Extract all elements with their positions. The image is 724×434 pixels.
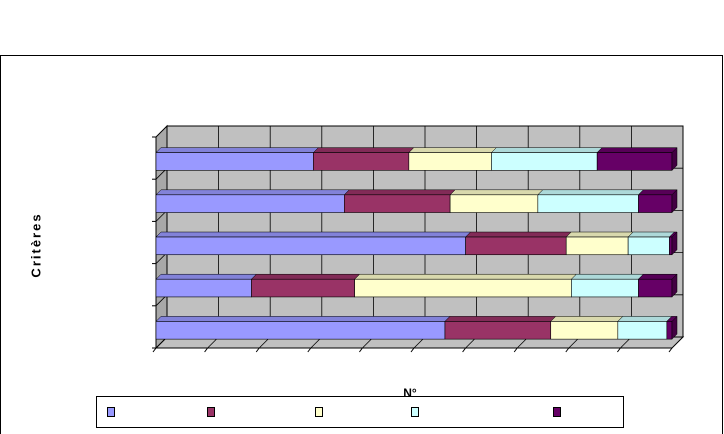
legend-item-5 (553, 407, 565, 417)
bar-segment (627, 236, 670, 256)
x-axis-tick (565, 347, 570, 353)
bar-segment-end (671, 273, 678, 298)
bar-segment (155, 236, 466, 256)
bar-segment-top (596, 147, 678, 153)
bar-segment (251, 278, 355, 298)
bar-segment-end (671, 315, 678, 340)
x-axis-tick (152, 347, 157, 353)
bar-segment (465, 236, 567, 256)
bar-segment (669, 236, 673, 256)
bar-segment-top (354, 273, 577, 280)
x-axis-tick (204, 347, 209, 353)
legend-swatch-4 (411, 407, 419, 417)
x-axis-tick (462, 347, 467, 353)
bar-segment-top (449, 189, 544, 196)
bar-segment (550, 321, 619, 340)
x-axis-tick (358, 347, 363, 353)
bar-segment (537, 194, 639, 213)
bar-segment-end (671, 231, 678, 256)
bar-segment (565, 236, 629, 256)
bar-segment (638, 194, 673, 213)
bar-segment-top (637, 273, 678, 280)
bar-segment (155, 152, 314, 171)
x-axis-tick (255, 347, 260, 353)
bar-segment-top (155, 147, 319, 153)
bar-segment-top (312, 147, 415, 153)
legend-swatch-5 (553, 407, 561, 417)
bar-segment-end (671, 189, 678, 214)
bar-segment (155, 321, 446, 340)
bar-segment-top (637, 189, 678, 196)
legend-item-1 (107, 407, 119, 417)
bar-segment-top (627, 231, 676, 238)
y-axis-label: Critères (28, 212, 44, 278)
legend-item-2 (207, 407, 219, 417)
bar-segment (571, 278, 639, 298)
bar-segment-top (155, 189, 350, 196)
bar-segment (449, 194, 539, 213)
bar-segment-end (671, 147, 678, 171)
bar-segment (155, 278, 252, 298)
bar-segment (617, 321, 668, 340)
bar-segment-top (155, 273, 258, 280)
legend-item-3 (315, 407, 327, 417)
bar-segment-top (155, 231, 472, 238)
legend-swatch-2 (207, 407, 215, 417)
legend-item-4 (411, 407, 423, 417)
x-axis-tick (410, 347, 415, 353)
bar-segment-top (550, 316, 624, 322)
legend-swatch-3 (315, 407, 323, 417)
bar-segment-top (444, 316, 557, 322)
bar-segment (666, 321, 673, 340)
x-axis-tick (617, 347, 621, 353)
bar-segment-top (250, 273, 361, 280)
bar-segment (155, 194, 345, 213)
x-axis-tick (307, 347, 312, 353)
bar-segment-top (490, 147, 603, 153)
legend (96, 396, 624, 428)
bar-segment (344, 194, 451, 213)
bar-segment-top (408, 147, 498, 153)
bar-segment-top (565, 231, 634, 238)
bar-segment (313, 152, 410, 171)
bar-segment (491, 152, 598, 171)
bar-segment-top (343, 189, 456, 196)
bar-segment-top (537, 189, 645, 196)
chart-area (0, 55, 723, 434)
bar-segment-top (570, 273, 645, 280)
bar-segment (638, 278, 673, 298)
bar-series (155, 147, 678, 340)
legend-swatch-1 (107, 407, 115, 417)
bar-segment-top (617, 316, 673, 322)
x-axis-tick (668, 347, 673, 353)
bar-segment-top (464, 231, 572, 238)
bar-segment (408, 152, 492, 171)
bar-segment (354, 278, 572, 298)
bar-segment-top (155, 316, 451, 322)
x-axis-tick (513, 347, 518, 353)
bar-segment (444, 321, 552, 340)
bar-segment (596, 152, 673, 171)
